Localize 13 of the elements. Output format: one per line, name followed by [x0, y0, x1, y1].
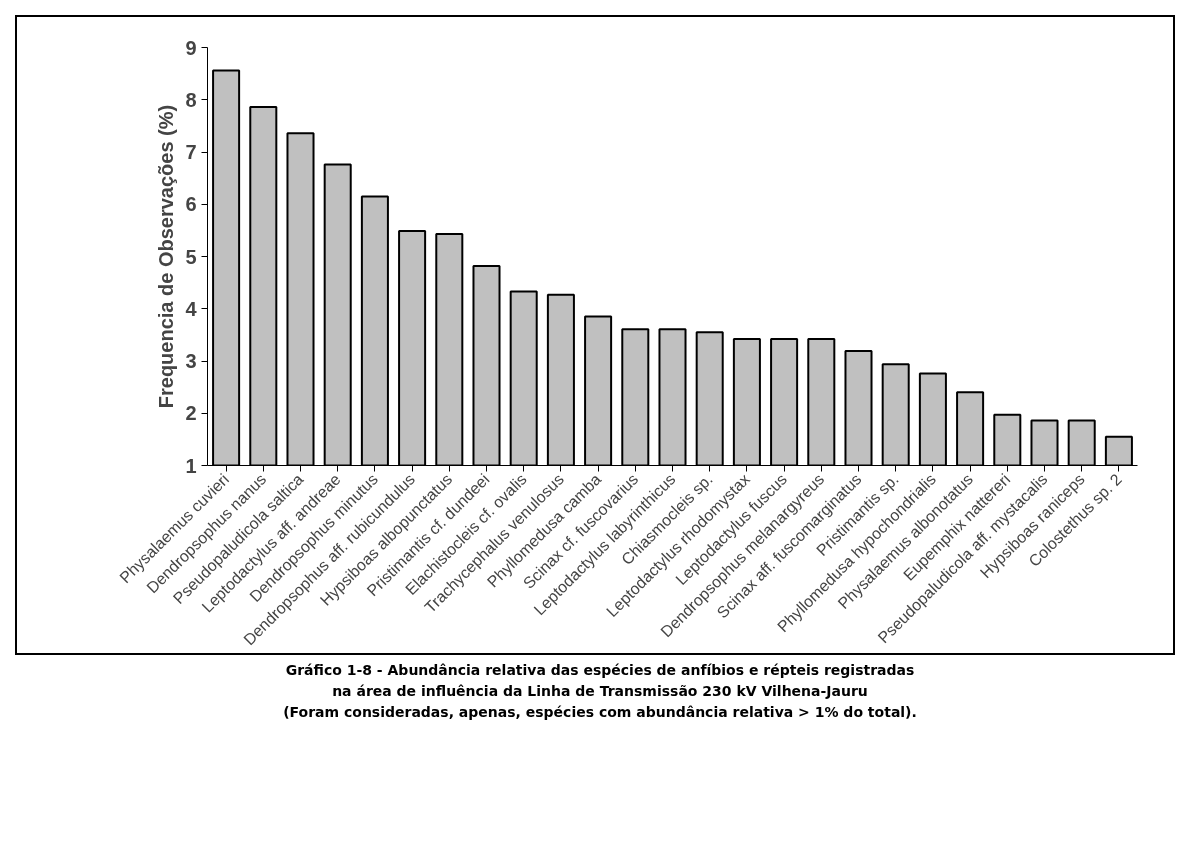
y-axis-title: Frequencia de Observações (%)	[155, 104, 178, 409]
y-tick-label: 9	[185, 36, 197, 59]
y-tick-label: 1	[185, 454, 197, 477]
text: na área de influência da Linha de Transmissão 230 kV Vilhena-Jauru	[332, 683, 868, 699]
y-tick-label: 3	[185, 350, 197, 372]
y-tick-label: 6	[185, 193, 197, 216]
text: (Foram consideradas, apenas, espécies com abundância relativa > 1% do total).	[283, 704, 917, 720]
y-tick-label: 7	[185, 141, 197, 163]
text: Gráfico 1-8 - Abundância relativa das espécies de anfíbios e répteis registradas	[285, 662, 915, 678]
y-tick-label: 2	[185, 402, 197, 425]
y-tick-label: 4	[185, 297, 198, 320]
y-tick-label: 8	[185, 88, 197, 111]
y-tick-label: 5	[185, 245, 197, 268]
